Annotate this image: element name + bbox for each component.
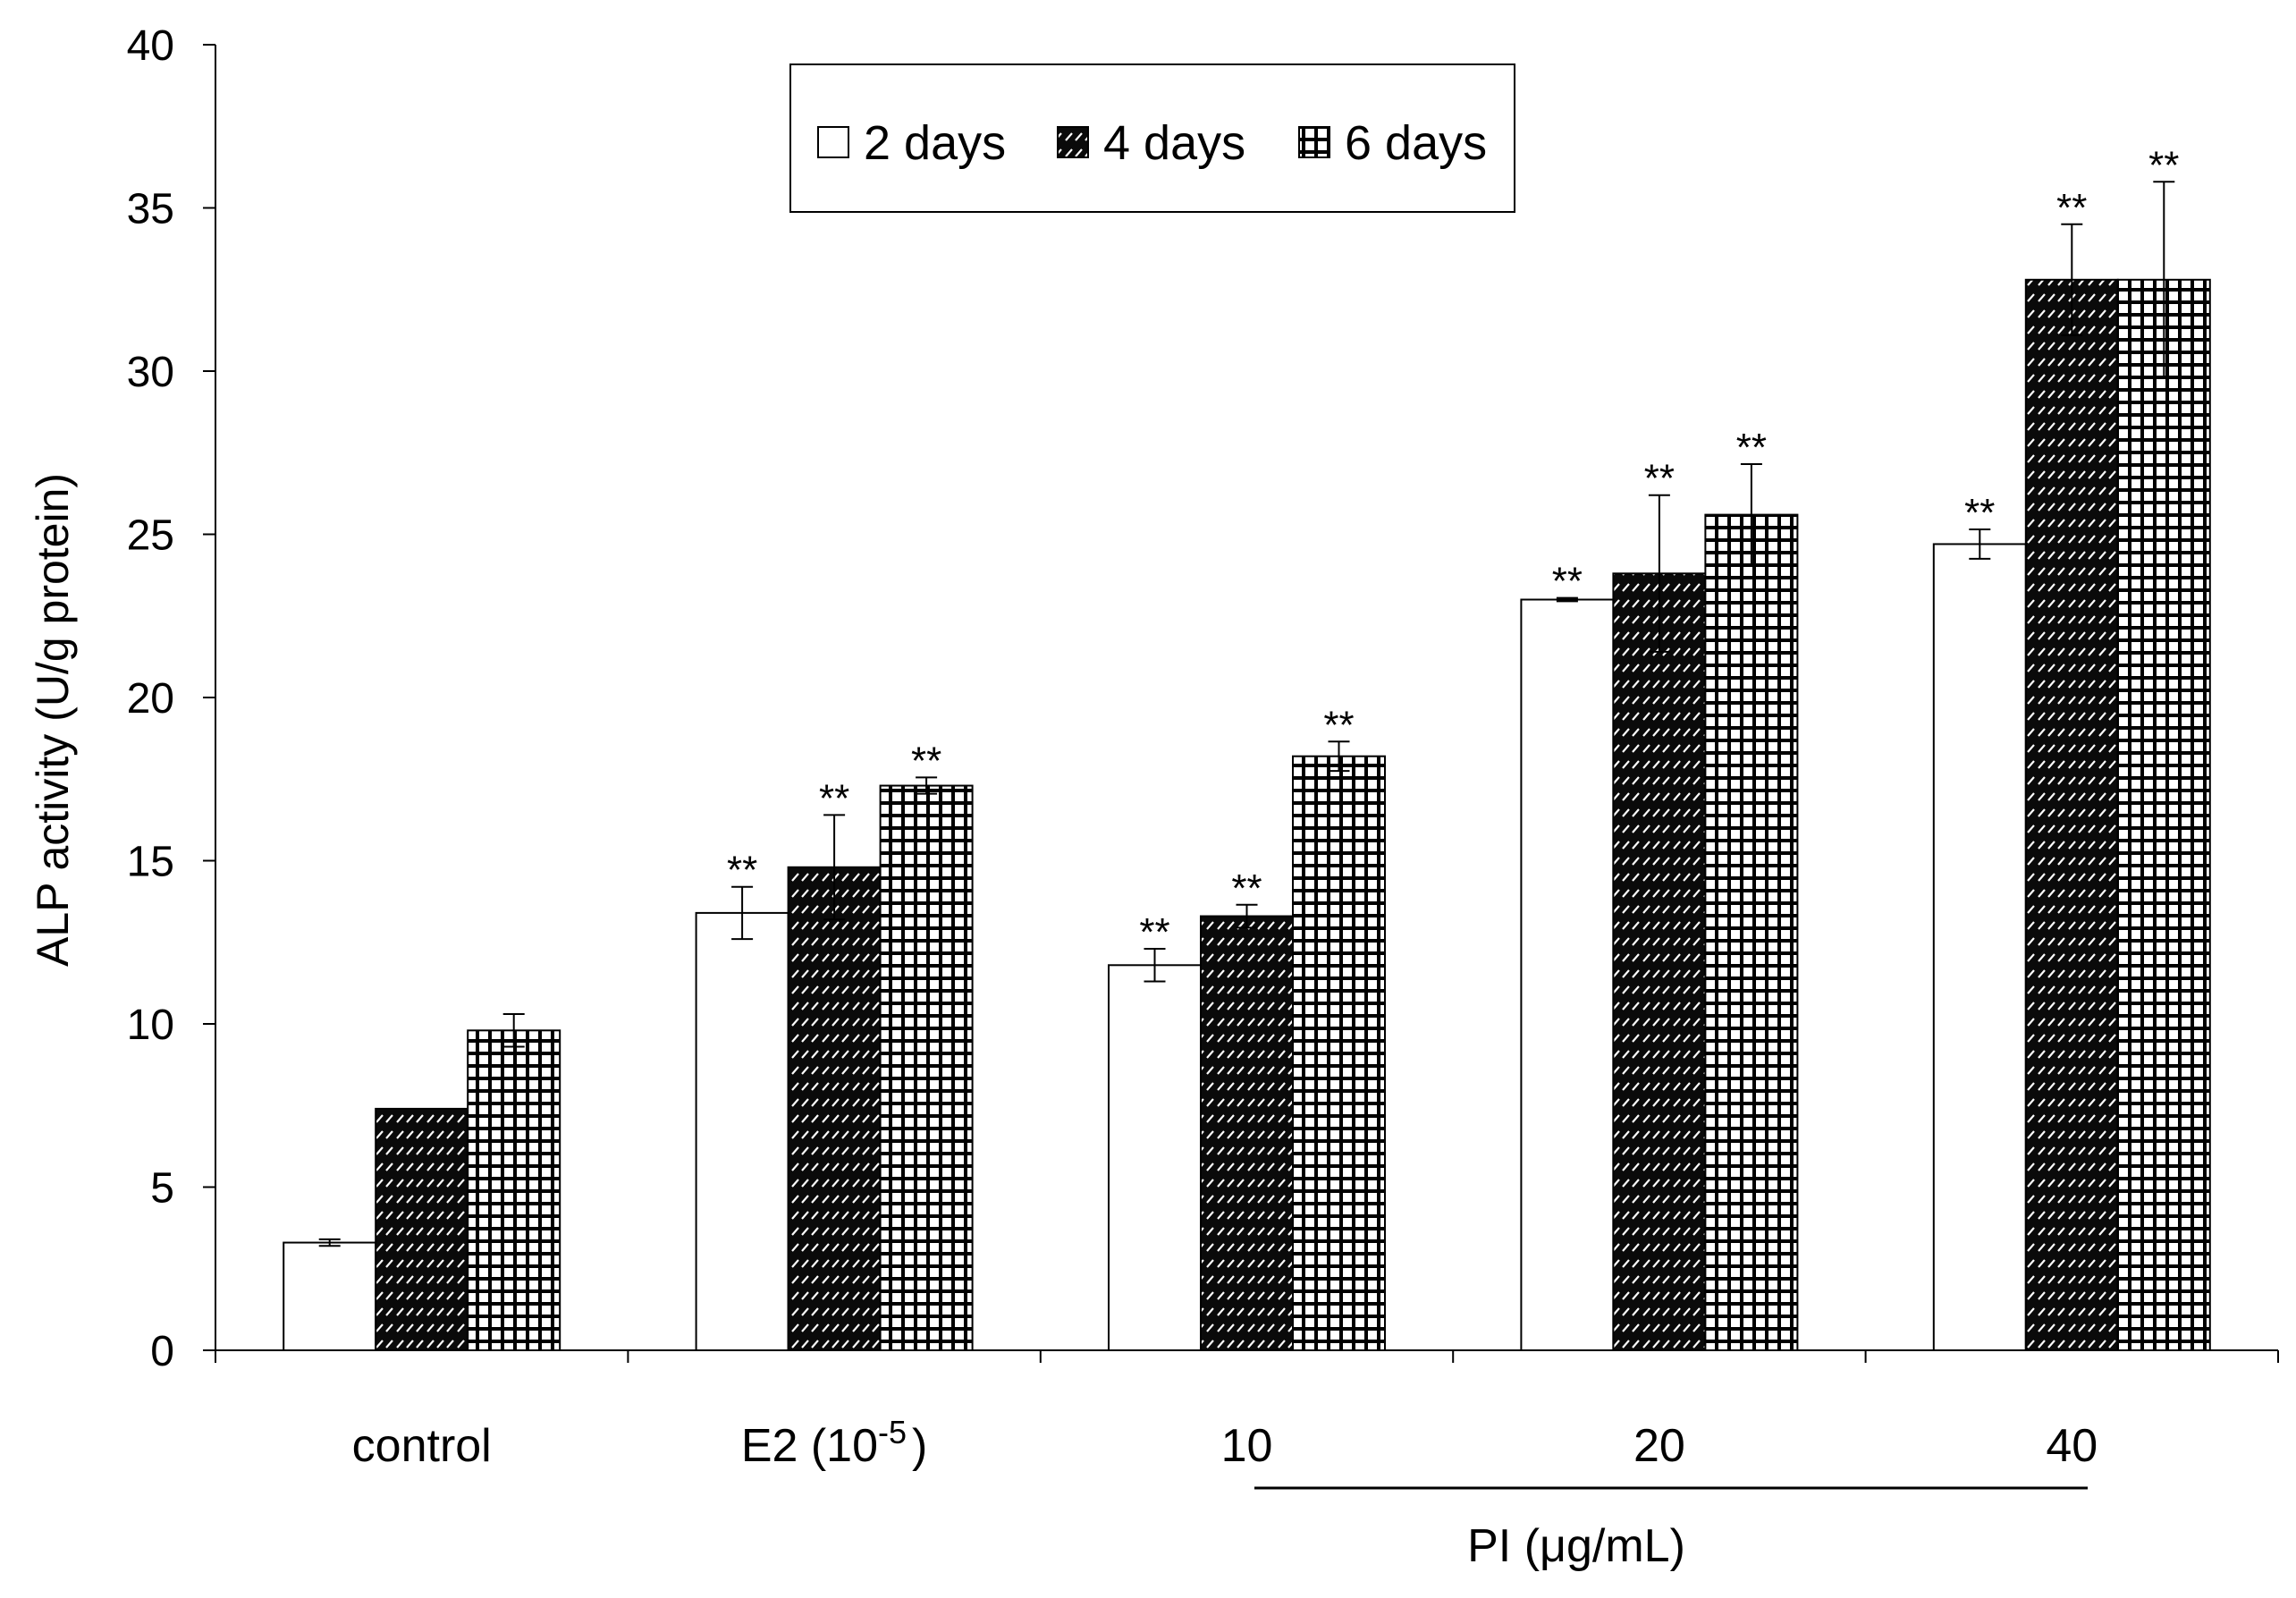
bar xyxy=(467,1029,561,1352)
bar xyxy=(283,1241,377,1352)
significance-mark: ** xyxy=(1231,867,1262,910)
x-category-label: 10 xyxy=(1221,1420,1273,1472)
x-category-label: 40 xyxy=(2046,1420,2098,1472)
bar xyxy=(1108,964,1202,1352)
significance-mark: ** xyxy=(1736,426,1767,469)
y-tick-label: 10 xyxy=(127,1002,174,1049)
significance-mark: ** xyxy=(819,776,849,820)
significance-mark: ** xyxy=(1964,491,1995,535)
legend-swatch xyxy=(1057,126,1089,158)
x-category-label: control xyxy=(352,1420,492,1472)
bar xyxy=(1200,915,1294,1352)
bar xyxy=(879,784,974,1351)
y-tick-label: 15 xyxy=(127,839,174,886)
legend: 2 days 4 days 6 days xyxy=(789,63,1515,213)
bar xyxy=(1612,572,1707,1351)
y-tick-label: 0 xyxy=(150,1328,174,1375)
bar xyxy=(1932,543,2027,1351)
labels-layer: ** ** ** ** ** ** ** ** ** ** ** ** control E2 (10-5)… xyxy=(28,143,2179,1572)
significance-mark: ** xyxy=(1323,703,1354,747)
y-tick-label: 25 xyxy=(127,512,174,560)
axes-layer: 0 5 10 15 20 25 30 35 40 xyxy=(127,22,2279,1375)
bar xyxy=(2024,278,2119,1351)
y-tick-label: 40 xyxy=(127,22,174,70)
legend-swatch xyxy=(1298,126,1330,158)
y-tick-label: 20 xyxy=(127,675,174,723)
x-category-label: E2 (10-5) xyxy=(741,1414,928,1472)
legend-label: 4 days xyxy=(1103,116,1245,170)
bar xyxy=(787,866,882,1351)
y-tick-label: 30 xyxy=(127,349,174,396)
legend-label: 6 days xyxy=(1345,116,1487,170)
bar xyxy=(1704,513,1799,1351)
legend-box xyxy=(789,63,1515,213)
bar xyxy=(1520,598,1615,1351)
significance-mark: ** xyxy=(727,849,757,892)
bar xyxy=(2116,278,2211,1351)
significance-mark: ** xyxy=(2056,186,2087,230)
significance-mark: ** xyxy=(2148,143,2179,187)
significance-mark: ** xyxy=(1644,457,1675,501)
legend-label: 2 days xyxy=(864,116,1006,170)
y-tick-label: 35 xyxy=(127,186,174,233)
x-axis-label: PI (μg/mL) xyxy=(1467,1520,1685,1572)
legend-swatch xyxy=(817,126,849,158)
x-category-label: 20 xyxy=(1633,1420,1685,1472)
y-tick-label: 5 xyxy=(150,1165,174,1213)
bar xyxy=(1292,755,1386,1351)
bar xyxy=(375,1107,469,1352)
significance-mark: ** xyxy=(1552,560,1583,604)
significance-mark: ** xyxy=(911,739,941,782)
bar xyxy=(695,911,789,1352)
bars-layer xyxy=(283,181,2211,1352)
y-axis-label: ALP activity (U/g protein) xyxy=(28,473,78,967)
significance-mark: ** xyxy=(1139,910,1169,954)
